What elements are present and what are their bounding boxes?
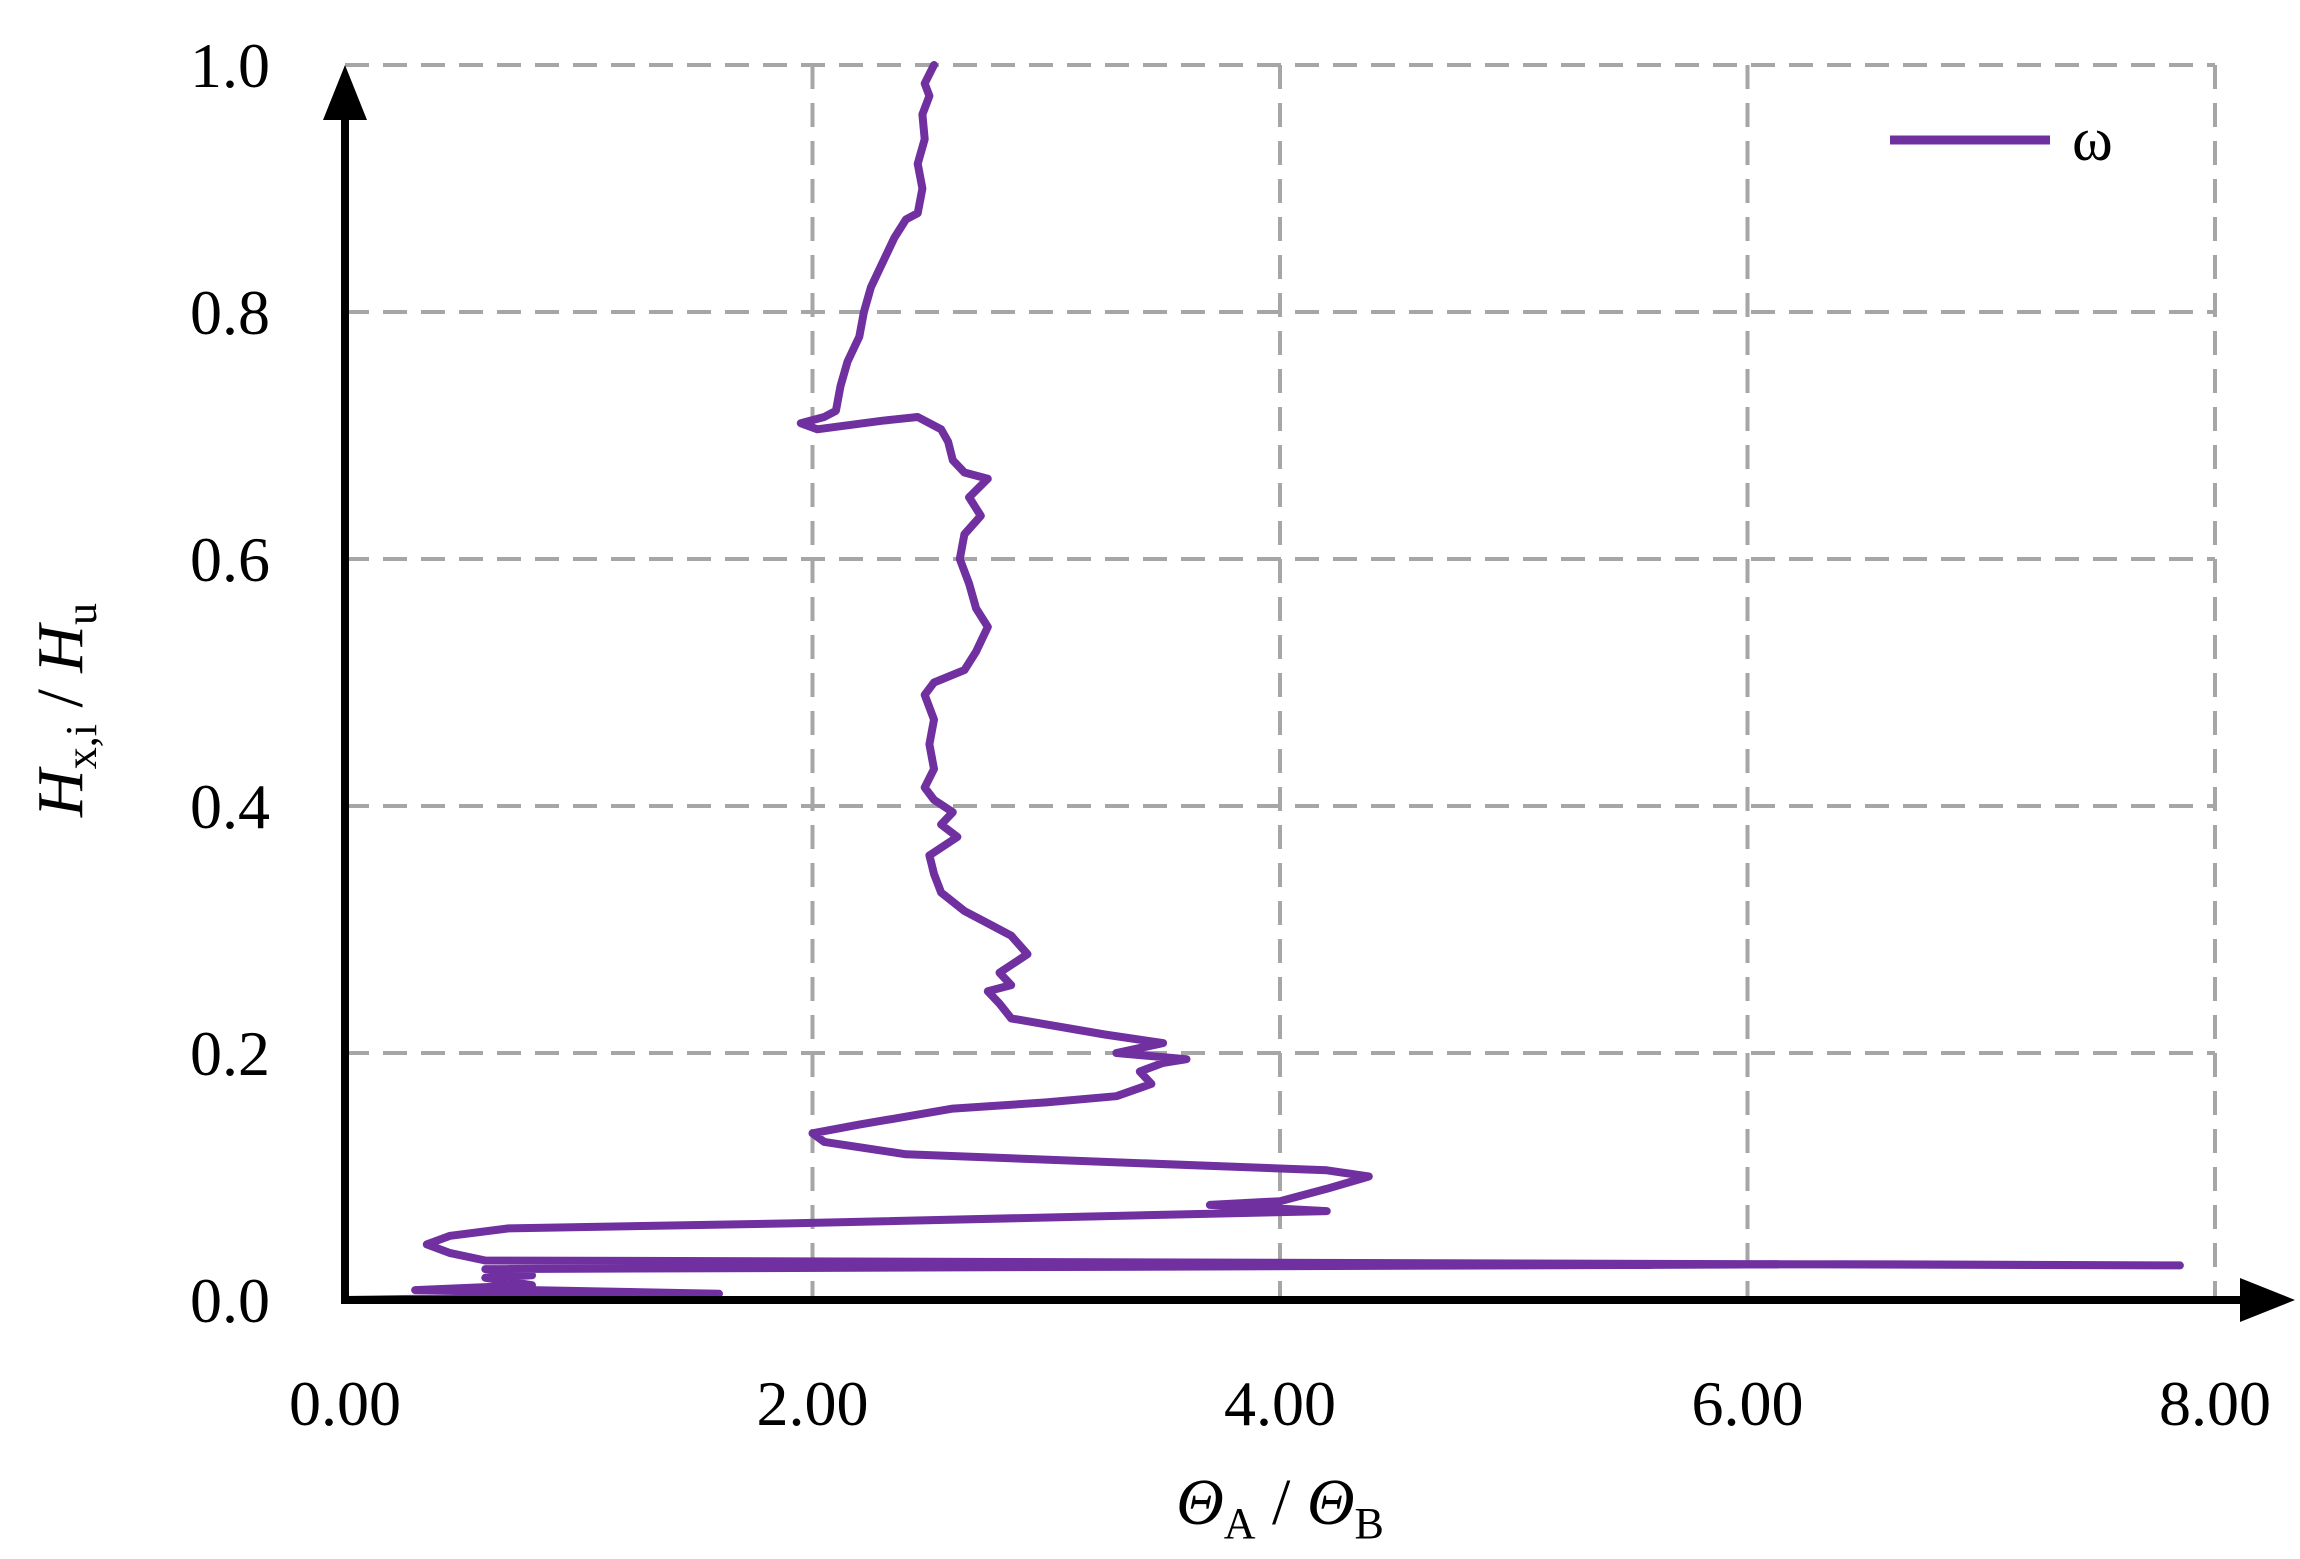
y-axis-title-sub-1: x,i [57, 724, 106, 769]
x-axis-title-main-1: Θ [1176, 1466, 1224, 1539]
legend: ω [1890, 106, 2113, 174]
y-tick-label: 0.2 [190, 1018, 270, 1089]
x-axis-arrowhead [2240, 1278, 2295, 1322]
series-layer [341, 61, 2184, 1304]
y-axis-title: Hx,i / Hu [24, 603, 106, 818]
y-tick-label: 0.6 [190, 524, 270, 595]
y-axis-title-sep: / [24, 673, 97, 724]
x-axis-title-sub-2: B [1355, 1499, 1384, 1548]
x-tick-label: 8.00 [2159, 1368, 2271, 1439]
series-line-omega [341, 61, 2184, 1304]
y-tick-label: 0.0 [190, 1265, 270, 1336]
y-tick-labels: 0.0 0.2 0.4 0.6 0.8 1.0 [190, 30, 270, 1336]
y-axis-arrowhead [323, 65, 367, 120]
x-tick-labels: 0.00 2.00 4.00 6.00 8.00 [289, 1368, 2271, 1439]
y-axis-title-main-2: H [24, 622, 97, 674]
x-axis-title-sub-1: A [1224, 1499, 1256, 1548]
y-tick-label: 0.8 [190, 277, 270, 348]
x-axis-title-sep: / [1256, 1466, 1307, 1539]
grid-lines [345, 63, 2217, 1300]
y-tick-label: 1.0 [190, 30, 270, 101]
y-axis-title-sub-2: u [57, 603, 106, 625]
x-tick-label: 4.00 [1224, 1368, 1336, 1439]
x-axis-title: ΘA / ΘB [1176, 1466, 1384, 1548]
x-tick-label: 6.00 [1692, 1368, 1804, 1439]
y-axis-title-main-1: H [24, 766, 97, 818]
x-axis-title-main-2: Θ [1307, 1466, 1355, 1539]
x-tick-label: 2.00 [757, 1368, 869, 1439]
legend-label: ω [2072, 106, 2113, 174]
y-tick-label: 0.4 [190, 771, 270, 842]
x-tick-label: 0.00 [289, 1368, 401, 1439]
